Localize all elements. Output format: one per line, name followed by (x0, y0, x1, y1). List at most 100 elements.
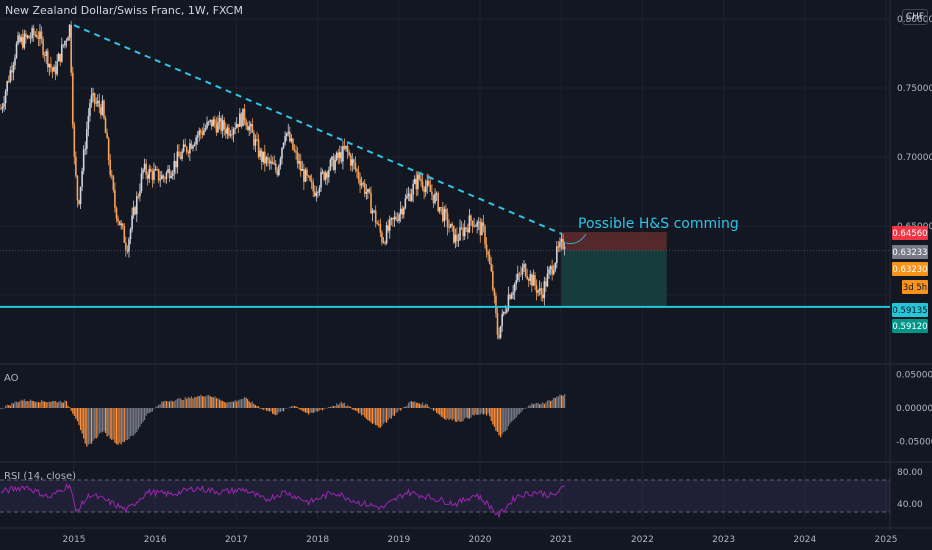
candle-body (452, 225, 455, 243)
candle-body (87, 116, 90, 130)
candle-body (540, 288, 543, 295)
ao-bar (514, 408, 516, 420)
candle-body (281, 147, 283, 159)
candle-body (499, 325, 502, 338)
ao-bar (401, 408, 403, 409)
ao-bar (446, 408, 449, 419)
candle-body (420, 178, 422, 182)
candle-body (110, 175, 113, 177)
candle-body (507, 294, 510, 310)
axes[interactable]: 0.800000.750000.700000.650000.050000.000… (63, 15, 932, 545)
candle-body (134, 207, 137, 215)
ao-bar (15, 401, 18, 408)
candle-body (18, 35, 21, 42)
candle-body (23, 33, 26, 48)
candle-body (220, 117, 222, 131)
candle-body (321, 171, 324, 173)
candle-body (148, 168, 151, 179)
candle-body (32, 28, 35, 35)
ao-bar (517, 408, 519, 416)
ao-bar (420, 404, 422, 408)
currency-badge[interactable]: CHF (902, 9, 928, 25)
ao-bar (384, 408, 386, 423)
candle-body (515, 280, 518, 285)
ao-bar (62, 402, 64, 408)
ao-bar (468, 408, 470, 419)
ao-bar (162, 401, 164, 408)
candle-body (268, 159, 271, 164)
ao-bar (309, 408, 311, 414)
ao-bar (293, 406, 296, 408)
candle-body (513, 284, 516, 293)
candle-body (210, 119, 213, 127)
candle-body (28, 35, 30, 39)
price-tick-label: 0.80000 (897, 15, 932, 25)
ao-bar (208, 394, 210, 408)
ao-bar (39, 402, 41, 408)
ao-bar (273, 408, 275, 415)
rsi-title[interactable]: RSI (14, close) (4, 471, 77, 482)
candle-body (487, 251, 489, 255)
ao-bar (332, 406, 335, 408)
ao-bar (198, 396, 200, 408)
ao-bar (549, 401, 552, 408)
candle-body (524, 264, 527, 277)
ao-bar (240, 399, 242, 408)
symbol-title[interactable]: New Zealand Dollar/Swiss Franc, 1W, FXCM (5, 4, 243, 17)
candle-body (426, 180, 429, 187)
ao-bar (40, 399, 43, 408)
ao-bar (75, 408, 77, 419)
ao-bar (257, 406, 260, 408)
candle-body (301, 168, 304, 171)
candle-body (552, 270, 555, 275)
candle-body (3, 103, 5, 107)
candle-body (198, 130, 201, 136)
drawings[interactable]: Possible H&S comming (0, 24, 890, 308)
price-tag-label: 0.63230 (892, 265, 927, 275)
time-tick-label: 2015 (63, 535, 86, 545)
candle-body (299, 161, 302, 171)
ao-title[interactable]: AO (4, 373, 19, 384)
ao-bar (187, 396, 189, 408)
ao-bar (61, 402, 63, 408)
candle-body (221, 120, 224, 131)
candle-body (342, 146, 344, 162)
candle-body (370, 192, 372, 214)
ao-bar (223, 401, 225, 408)
candle-body (40, 31, 43, 40)
candle-body (359, 179, 361, 186)
ao-bar (409, 401, 411, 408)
ao-bar (350, 406, 352, 408)
ao-bar (31, 400, 33, 408)
candle-body (61, 44, 63, 62)
candles (0, 20, 566, 340)
candle-body (379, 224, 382, 233)
candle-body (157, 169, 160, 181)
candle-body (84, 148, 87, 150)
candle-body (51, 67, 54, 72)
rsi-tick-label: 40.00 (897, 500, 923, 510)
ao-bar (303, 408, 305, 412)
candle-body (287, 131, 290, 134)
candle-body (195, 137, 197, 145)
ao-bar (520, 408, 522, 413)
candle-body (209, 119, 211, 122)
ao-bar (112, 408, 114, 440)
ao-bar (509, 408, 511, 424)
candle-body (276, 170, 279, 176)
ao-bar (375, 408, 377, 426)
candle-body (293, 149, 296, 152)
candle-body (448, 227, 450, 229)
candle-body (12, 65, 15, 73)
candle-body (39, 31, 41, 39)
candle-body (193, 144, 196, 146)
ao-bar (98, 408, 100, 434)
candle-body (106, 133, 108, 139)
candle-body (112, 176, 115, 190)
candle-body (368, 188, 371, 193)
candle-body (37, 37, 40, 39)
ao-bar (539, 404, 541, 408)
candle-body (382, 242, 385, 244)
candle-body (313, 191, 316, 197)
